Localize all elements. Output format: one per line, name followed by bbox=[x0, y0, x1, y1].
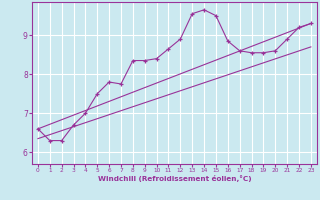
X-axis label: Windchill (Refroidissement éolien,°C): Windchill (Refroidissement éolien,°C) bbox=[98, 175, 251, 182]
